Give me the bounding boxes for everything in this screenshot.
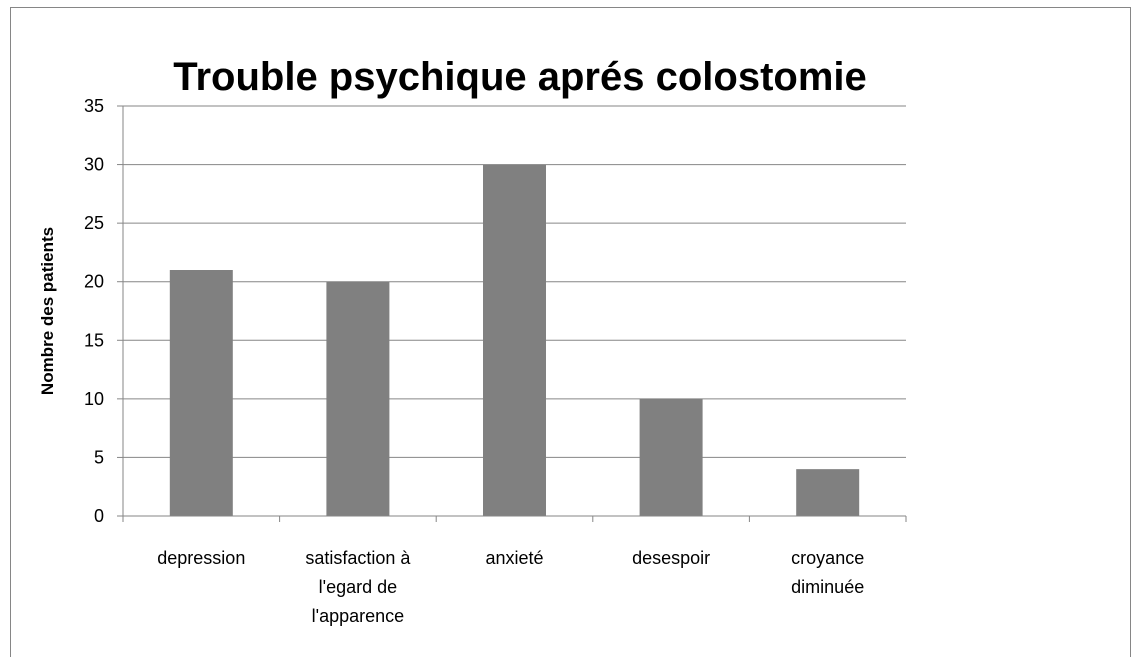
chart-title: Trouble psychique aprés colostomie [173, 55, 867, 99]
bar [639, 398, 703, 516]
y-tick-label: 20 [84, 272, 104, 292]
y-tick-label: 30 [84, 155, 104, 175]
y-tick-label: 35 [84, 96, 104, 116]
x-tick-label: anxieté [485, 548, 543, 568]
x-tick-label: croyance diminuée [791, 548, 864, 597]
y-axis-label: Nombre des patients [38, 227, 57, 395]
bar [169, 270, 233, 516]
y-tick-label: 10 [84, 389, 104, 409]
bar [326, 281, 390, 516]
y-tick-label: 15 [84, 330, 104, 350]
bar [483, 164, 546, 517]
y-tick-label: 25 [84, 213, 104, 233]
x-tick-label: depression [157, 548, 245, 568]
y-tick-label: 0 [94, 506, 104, 526]
y-tick-label: 5 [94, 447, 104, 467]
x-tick-label: desespoir [632, 548, 710, 568]
x-tick-label: satisfaction à l'egard de l'apparence [305, 548, 411, 626]
bar [796, 469, 860, 516]
